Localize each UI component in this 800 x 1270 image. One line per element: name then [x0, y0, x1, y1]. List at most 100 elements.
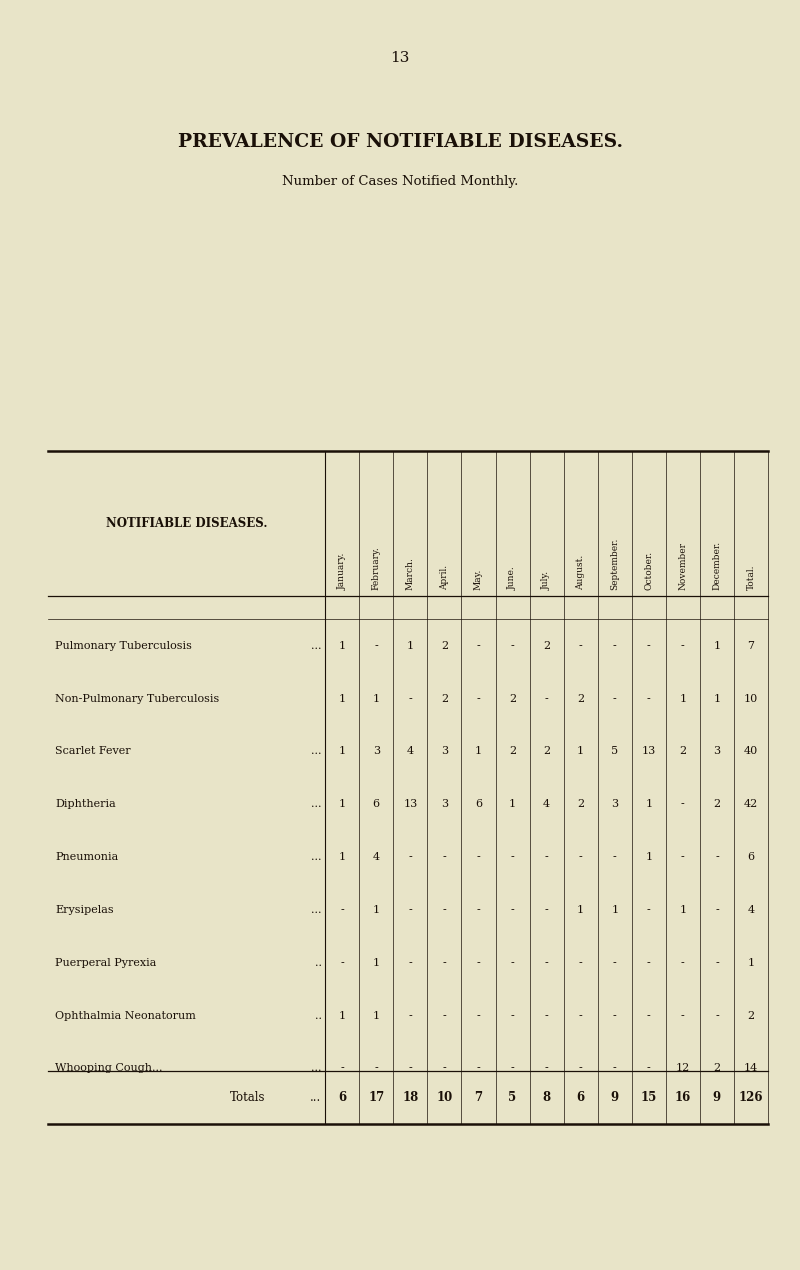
Text: -: - [715, 906, 718, 914]
Text: 4: 4 [747, 906, 754, 914]
Text: -: - [613, 693, 617, 704]
Text: -: - [477, 958, 480, 968]
Text: July.: July. [542, 572, 551, 591]
Text: 42: 42 [744, 799, 758, 809]
Text: -: - [578, 1011, 582, 1021]
Text: 14: 14 [744, 1063, 758, 1073]
Text: Ophthalmia Neonatorum: Ophthalmia Neonatorum [55, 1011, 196, 1021]
Text: -: - [442, 1011, 446, 1021]
Text: September.: September. [610, 538, 619, 591]
Text: -: - [647, 641, 650, 650]
Text: 1: 1 [373, 906, 380, 914]
Text: 3: 3 [373, 747, 380, 757]
Text: 1: 1 [338, 852, 346, 862]
Text: 5: 5 [611, 747, 618, 757]
Text: Erysipelas: Erysipelas [55, 906, 114, 914]
Text: Scarlet Fever: Scarlet Fever [55, 747, 131, 757]
Text: 7: 7 [474, 1091, 482, 1104]
Text: -: - [374, 1063, 378, 1073]
Text: -: - [681, 641, 685, 650]
Text: 126: 126 [738, 1091, 763, 1104]
Text: 17: 17 [368, 1091, 385, 1104]
Text: -: - [477, 693, 480, 704]
Text: 1: 1 [406, 641, 414, 650]
Text: -: - [409, 958, 412, 968]
Text: 1: 1 [747, 958, 754, 968]
Text: 3: 3 [441, 799, 448, 809]
Text: 40: 40 [744, 747, 758, 757]
Text: -: - [681, 1011, 685, 1021]
Text: -: - [545, 693, 549, 704]
Text: -: - [647, 1063, 650, 1073]
Text: 2: 2 [509, 693, 516, 704]
Text: 1: 1 [646, 799, 652, 809]
Text: ...: ... [311, 641, 322, 650]
Text: -: - [715, 958, 718, 968]
Text: 3: 3 [714, 747, 721, 757]
Text: 1: 1 [509, 799, 516, 809]
Text: 2: 2 [714, 799, 721, 809]
Text: ..: .. [314, 1011, 322, 1021]
Text: -: - [647, 906, 650, 914]
Text: -: - [613, 1063, 617, 1073]
Text: -: - [545, 958, 549, 968]
Text: 1: 1 [714, 641, 721, 650]
Text: 10: 10 [436, 1091, 453, 1104]
Text: -: - [715, 852, 718, 862]
Text: December.: December. [713, 541, 722, 591]
Text: -: - [477, 1011, 480, 1021]
Text: ...: ... [311, 799, 322, 809]
Text: 4: 4 [373, 852, 380, 862]
Text: 1: 1 [338, 747, 346, 757]
Text: 1: 1 [338, 641, 346, 650]
Text: -: - [647, 693, 650, 704]
Text: 2: 2 [441, 641, 448, 650]
Text: -: - [647, 1011, 650, 1021]
Text: May.: May. [474, 569, 483, 591]
Text: -: - [681, 852, 685, 862]
Text: Totals: Totals [230, 1091, 266, 1104]
Text: -: - [613, 1011, 617, 1021]
Text: 18: 18 [402, 1091, 418, 1104]
Text: -: - [510, 641, 514, 650]
Text: 1: 1 [646, 852, 652, 862]
Text: 6: 6 [475, 799, 482, 809]
Text: 16: 16 [674, 1091, 691, 1104]
Text: -: - [340, 958, 344, 968]
Text: -: - [442, 906, 446, 914]
Text: -: - [510, 1063, 514, 1073]
Text: -: - [613, 852, 617, 862]
Text: -: - [442, 1063, 446, 1073]
Text: 10: 10 [744, 693, 758, 704]
Text: 13: 13 [390, 51, 410, 65]
Text: 1: 1 [611, 906, 618, 914]
Text: -: - [477, 1063, 480, 1073]
Text: 1: 1 [577, 906, 584, 914]
Text: -: - [477, 852, 480, 862]
Text: -: - [442, 852, 446, 862]
Text: 1: 1 [714, 693, 721, 704]
Text: June.: June. [508, 566, 517, 591]
Text: 5: 5 [509, 1091, 517, 1104]
Text: 1: 1 [338, 1011, 346, 1021]
Text: 7: 7 [747, 641, 754, 650]
Text: 1: 1 [475, 747, 482, 757]
Text: -: - [409, 852, 412, 862]
Text: -: - [681, 958, 685, 968]
Text: 1: 1 [338, 799, 346, 809]
Text: -: - [409, 906, 412, 914]
Text: 2: 2 [747, 1011, 754, 1021]
Text: 9: 9 [610, 1091, 618, 1104]
Text: ...: ... [311, 852, 322, 862]
Text: -: - [340, 1063, 344, 1073]
Text: -: - [545, 1063, 549, 1073]
Text: 6: 6 [373, 799, 380, 809]
Text: 1: 1 [577, 747, 584, 757]
Text: -: - [647, 958, 650, 968]
Text: Puerperal Pyrexia: Puerperal Pyrexia [55, 958, 157, 968]
Text: ...: ... [310, 1091, 322, 1104]
Text: Total.: Total. [746, 565, 755, 591]
Text: 2: 2 [714, 1063, 721, 1073]
Text: 6: 6 [577, 1091, 585, 1104]
Text: -: - [409, 1063, 412, 1073]
